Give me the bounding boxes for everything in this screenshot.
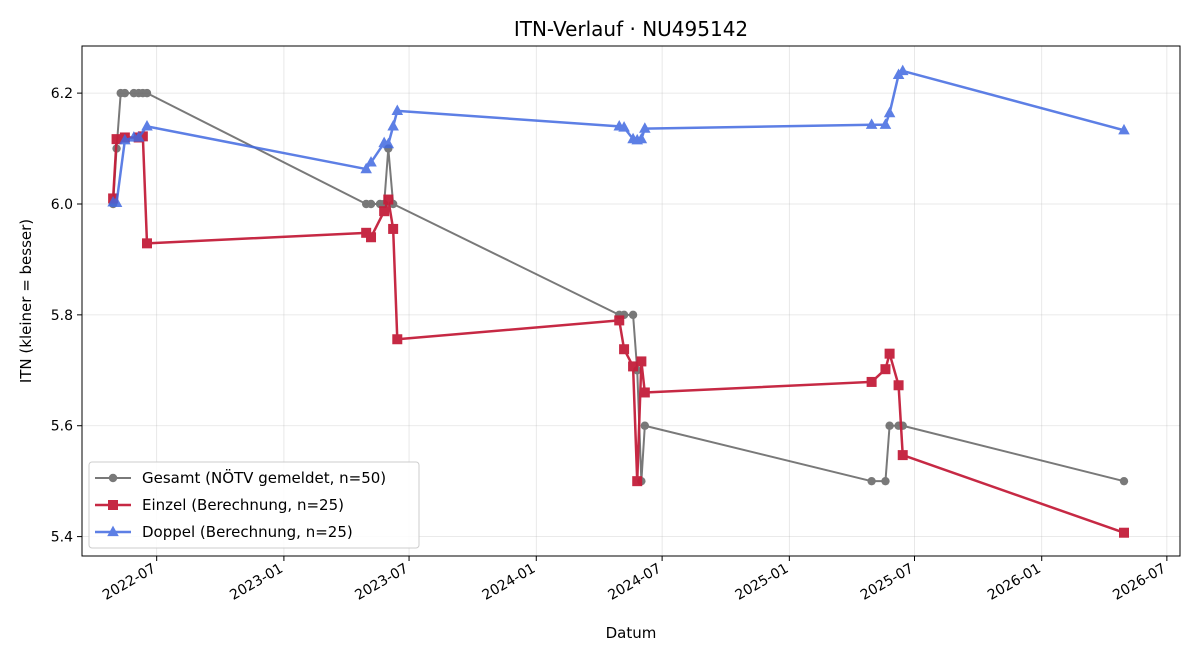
data-point bbox=[635, 132, 648, 144]
y-tick-label: 6.0 bbox=[51, 197, 73, 213]
data-point bbox=[132, 131, 145, 142]
data-point bbox=[639, 122, 651, 133]
legend-label: Doppel (Berechnung, n=25) bbox=[142, 523, 353, 541]
series-1 bbox=[108, 88, 1129, 486]
data-point bbox=[881, 476, 890, 486]
series-layer bbox=[107, 64, 1130, 538]
data-point bbox=[896, 64, 909, 76]
x-tick-label: 2026-07 bbox=[1110, 561, 1169, 604]
data-point bbox=[628, 361, 639, 372]
legend-box bbox=[88, 461, 420, 549]
data-point bbox=[120, 88, 130, 98]
data-point bbox=[111, 134, 122, 145]
legend-item bbox=[95, 525, 131, 537]
series-3 bbox=[107, 64, 1130, 208]
x-tick-label: 2025-01 bbox=[733, 561, 792, 604]
data-point bbox=[366, 199, 376, 209]
data-point bbox=[866, 376, 877, 387]
legend-label: Einzel (Berechnung, n=25) bbox=[142, 496, 344, 514]
chart-title: ITN-Verlauf · NU495142 bbox=[514, 17, 748, 41]
data-point bbox=[1118, 527, 1129, 538]
x-axis-label: Datum bbox=[606, 624, 657, 642]
data-point bbox=[884, 348, 895, 359]
data-point bbox=[119, 133, 131, 145]
y-tick-label: 5.4 bbox=[51, 530, 73, 546]
data-point bbox=[614, 315, 625, 326]
data-point bbox=[618, 121, 630, 132]
data-point bbox=[387, 120, 399, 131]
legend-item bbox=[95, 473, 131, 483]
data-point bbox=[880, 364, 891, 375]
data-point bbox=[365, 156, 377, 167]
data-point bbox=[392, 334, 403, 345]
data-point bbox=[619, 344, 630, 355]
grid bbox=[82, 46, 1180, 556]
data-point bbox=[632, 476, 643, 487]
data-point bbox=[628, 310, 638, 320]
data-point bbox=[867, 476, 876, 486]
data-point bbox=[382, 137, 395, 149]
data-point bbox=[879, 118, 892, 129]
data-point bbox=[141, 120, 153, 131]
data-point bbox=[360, 162, 372, 174]
data-point bbox=[142, 88, 152, 98]
series-line bbox=[112, 69, 1125, 205]
legend-label: Gesamt (NÖTV gemeldet, n=50) bbox=[142, 468, 386, 487]
x-tick-label: 2025-07 bbox=[858, 561, 917, 604]
data-point bbox=[110, 196, 123, 208]
data-point bbox=[897, 450, 908, 461]
data-point bbox=[636, 356, 647, 367]
x-tick-label: 2023-07 bbox=[352, 561, 411, 604]
x-tick-label: 2023-01 bbox=[227, 561, 286, 604]
data-point bbox=[383, 194, 394, 205]
data-point bbox=[366, 232, 377, 243]
data-point bbox=[885, 421, 894, 430]
x-tick-label: 2024-01 bbox=[480, 561, 539, 604]
legend-swatch-marker bbox=[108, 500, 118, 510]
y-tick-label: 5.6 bbox=[51, 419, 73, 435]
data-point bbox=[137, 131, 148, 142]
legend: Gesamt (NÖTV gemeldet, n=50) Einzel (Bere… bbox=[88, 461, 420, 549]
data-point bbox=[388, 223, 399, 234]
data-point bbox=[893, 380, 904, 391]
y-axis-label: ITN (kleiner = besser) bbox=[17, 219, 35, 383]
data-point bbox=[1119, 476, 1129, 486]
data-point bbox=[391, 104, 404, 115]
y-tick-label: 6.2 bbox=[51, 86, 73, 102]
y-tick-label: 5.8 bbox=[51, 308, 73, 324]
legend-item bbox=[95, 500, 131, 510]
x-tick-label: 2026-01 bbox=[985, 561, 1044, 604]
data-point bbox=[141, 238, 152, 249]
data-point bbox=[639, 387, 650, 398]
x-tick-label: 2024-07 bbox=[605, 561, 664, 604]
x-tick-label: 2022-07 bbox=[100, 561, 159, 604]
data-point bbox=[640, 421, 650, 430]
data-point bbox=[1118, 123, 1130, 135]
legend-swatch-marker bbox=[108, 473, 118, 483]
data-point bbox=[865, 118, 878, 129]
data-point bbox=[379, 206, 390, 217]
legend-swatch-marker bbox=[107, 525, 119, 537]
series-line bbox=[112, 92, 1125, 483]
data-point bbox=[883, 106, 896, 118]
plot-frame bbox=[81, 45, 1181, 557]
